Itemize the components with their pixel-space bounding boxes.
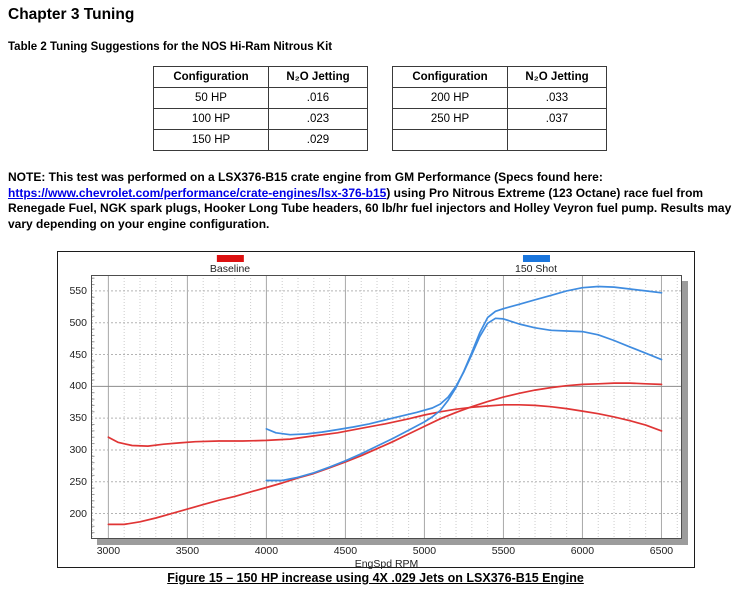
table-cell: 100 HP — [153, 108, 269, 130]
dyno-chart — [91, 275, 682, 539]
table-cell: 250 HP — [392, 108, 508, 130]
jetting-table-left: Configuration N₂O Jetting 50 HP .016 100 HP.… — [153, 66, 368, 151]
table-cell: .033 — [507, 87, 607, 109]
figure-caption: Figure 15 – 150 HP increase using 4X .02… — [167, 571, 584, 585]
baseline-legend-swatch — [216, 255, 244, 262]
dyno-figure: Baseline 150 Shot 200 250 300 350 400 450 500 5… — [57, 251, 695, 570]
note-prefix: NOTE: This test was performed on a LSX37… — [8, 170, 603, 184]
plot-frame — [91, 275, 682, 539]
legend-item-baseline: Baseline — [210, 255, 250, 275]
y-tick-label: 350 — [69, 412, 87, 425]
table-row: 150 HP .029 — [153, 129, 368, 151]
table-row: 250 HP .037 — [392, 108, 607, 130]
table-cell: .023 — [268, 108, 368, 130]
y-tick-label: 300 — [69, 443, 87, 456]
table-header-cell: N₂O Jetting — [507, 66, 607, 88]
x-axis-title: EngSpd RPM — [354, 558, 419, 570]
x-tick-label: 4500 — [333, 545, 358, 557]
table-cell: .037 — [507, 108, 607, 130]
table-row: 50 HP .016 — [153, 87, 368, 109]
x-tick-label: 3500 — [175, 545, 200, 557]
plot-area — [91, 275, 682, 539]
jetting-tables: Configuration N₂O Jetting 50 HP .016 100 HP.… — [153, 66, 607, 151]
table-row: 100 HP .023 — [153, 108, 368, 130]
y-tick-label: 550 — [69, 284, 87, 297]
page-title: Chapter 3 Tuning — [8, 6, 135, 23]
table-cell: 150 HP — [153, 129, 269, 151]
table-cell — [392, 129, 508, 151]
table-header-cell: N₂O Jetting — [268, 66, 368, 88]
y-tick-label: 400 — [69, 380, 87, 393]
table-cell — [507, 129, 607, 151]
jetting-table-right: Configuration N₂O Jetting 200 HP .033 250 HP… — [392, 66, 607, 151]
table-cell: .029 — [268, 129, 368, 151]
y-tick-label: 500 — [69, 316, 87, 329]
x-tick-label: 6500 — [649, 545, 674, 557]
y-tick-label: 200 — [69, 507, 87, 520]
x-tick-label: 4000 — [254, 545, 279, 557]
shot-legend-swatch — [522, 255, 550, 262]
x-tick-label: 5500 — [491, 545, 516, 557]
note-link[interactable]: https://www.chevrolet.com/performance/cr… — [8, 185, 387, 200]
baseline-torque-line — [107, 403, 663, 447]
note-suffix: ) using Pro Nitrous Extreme (123 Octane)… — [8, 185, 732, 231]
shot-power-line — [265, 285, 663, 482]
y-tick-label: 250 — [69, 475, 87, 488]
baseline-power-line — [107, 382, 663, 526]
table-caption: Table 2 Tuning Suggestions for the NOS H… — [8, 41, 333, 53]
shot-legend-label: 150 Shot — [514, 263, 558, 275]
y-tick-label: 450 — [69, 348, 87, 361]
legend-item-150shot: 150 Shot — [515, 255, 557, 275]
table-row: 200 HP .033 — [392, 87, 607, 109]
table-header-cell: Configuration — [392, 66, 508, 88]
x-tick-label: 5000 — [412, 545, 437, 557]
table-cell: 50 HP — [153, 87, 269, 109]
baseline-legend-label: Baseline — [209, 263, 251, 275]
x-tick-label: 6000 — [570, 545, 595, 557]
table-cell: .016 — [268, 87, 368, 109]
x-tick-label: 3000 — [96, 545, 121, 557]
table-cell: 200 HP — [392, 87, 508, 109]
shot-torque-line — [265, 317, 663, 436]
table-row — [392, 129, 607, 151]
note-text: NOTE: This test was performed on a LSX37… — [8, 170, 737, 232]
table-header-cell: Configuration — [153, 66, 269, 88]
